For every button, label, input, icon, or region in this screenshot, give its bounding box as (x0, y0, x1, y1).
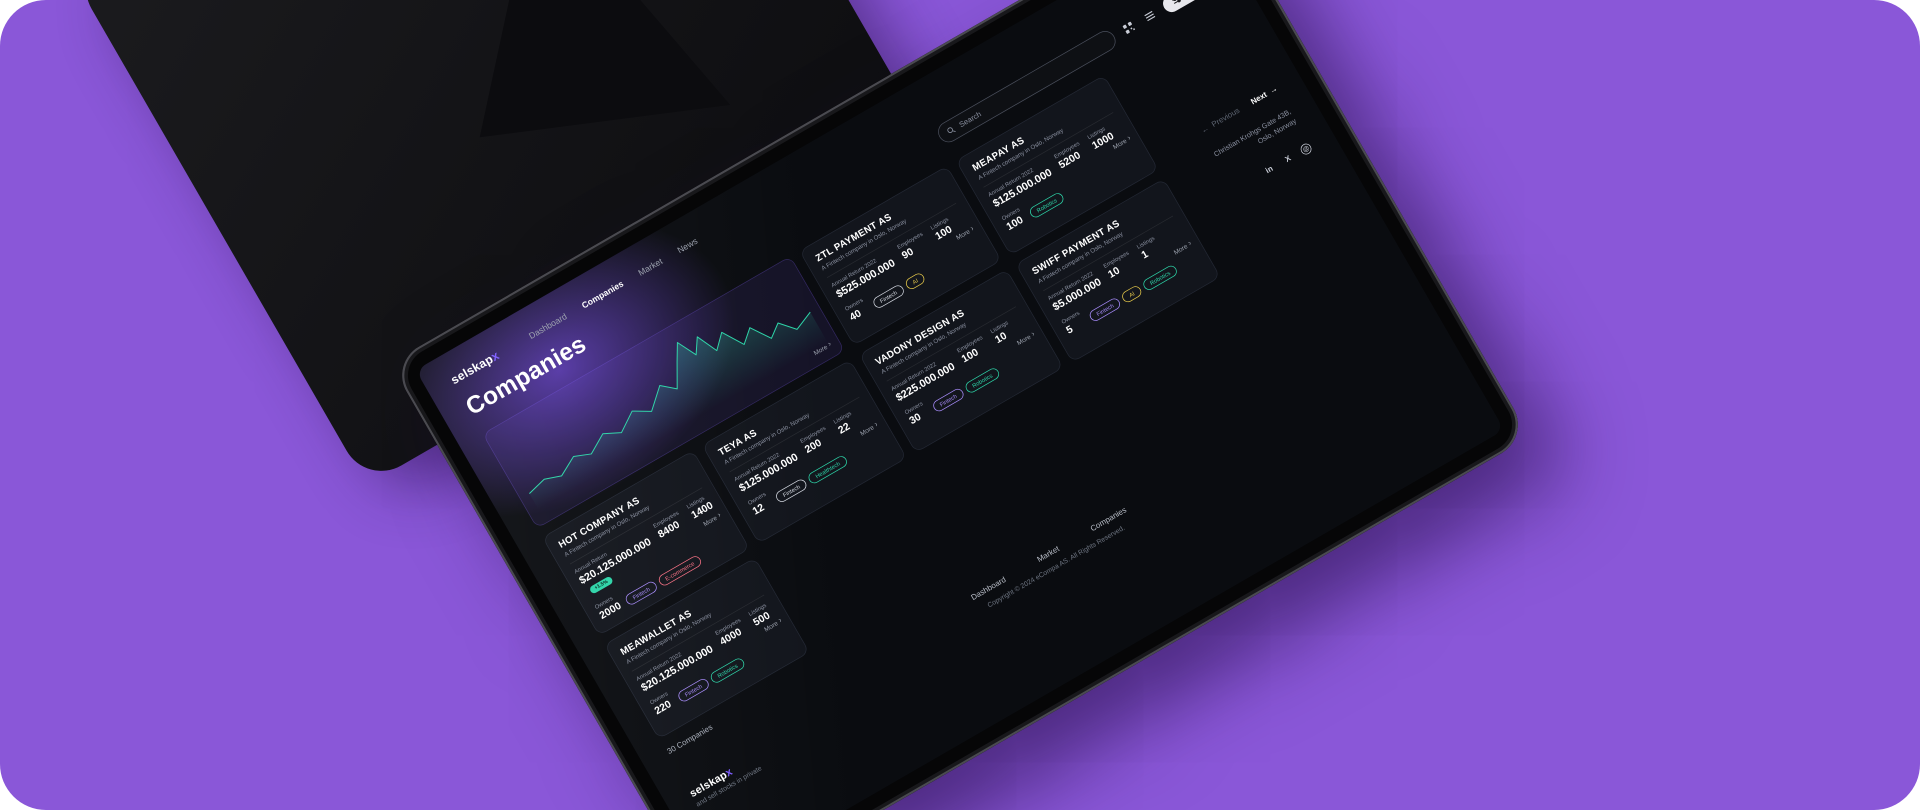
filters-button[interactable]: Filters (1159, 0, 1219, 15)
stock-line-chart (497, 270, 828, 510)
tag: Robotics (1027, 191, 1066, 220)
tag: Fintech (930, 386, 966, 414)
tag: Fintech (871, 283, 906, 310)
web-globe-icon[interactable]: @ (1298, 141, 1314, 157)
tag: Robotics (963, 366, 1002, 395)
companies-grid: More › ZTL PAYMENT AS A Fintech company i… (482, 3, 1404, 740)
tablet-screen: selskapx Dashboard Companies Market News… (415, 0, 1505, 810)
qr-grid-icon[interactable] (1118, 17, 1140, 39)
x-icon[interactable]: X (1283, 153, 1293, 165)
tag: Robotics (1141, 263, 1179, 293)
filter-sliders-icon (1172, 0, 1182, 4)
linkedin-icon[interactable]: in (1264, 164, 1275, 176)
toolbar: Companies (461, 0, 1221, 421)
selskapx-app: selskapx Dashboard Companies Market News… (416, 0, 1505, 810)
tag: Robotics (708, 656, 747, 685)
nav-item-news[interactable]: News (675, 235, 700, 256)
tag: E-commerce (656, 554, 703, 588)
tag: Fintech (1087, 296, 1123, 323)
tag: AI (903, 271, 927, 292)
tablet-device: selskapx Dashboard Companies Market News… (390, 0, 1530, 810)
tag: Fintech (676, 676, 711, 704)
list-view-icon[interactable] (1139, 5, 1161, 27)
featured-chart-card[interactable]: More › (482, 256, 846, 529)
social-links: in X @ (1261, 140, 1314, 178)
nav-item-dashboard[interactable]: Dashboard (527, 311, 569, 342)
toolbar-tools: Filters (934, 0, 1219, 146)
arrow-left-icon: ← (1199, 123, 1211, 136)
tag: Healthtech (806, 454, 849, 486)
search-box[interactable] (934, 27, 1120, 146)
tag: Fintech (774, 477, 809, 505)
nav-item-market[interactable]: Market (636, 256, 665, 278)
tag: Fintech (623, 579, 659, 607)
arrow-right-icon: → (1268, 84, 1280, 96)
previous-button[interactable]: ← Previous (1199, 106, 1242, 136)
search-icon (947, 127, 956, 133)
tag: AI (1120, 284, 1144, 305)
next-button[interactable]: Next → (1249, 84, 1280, 107)
